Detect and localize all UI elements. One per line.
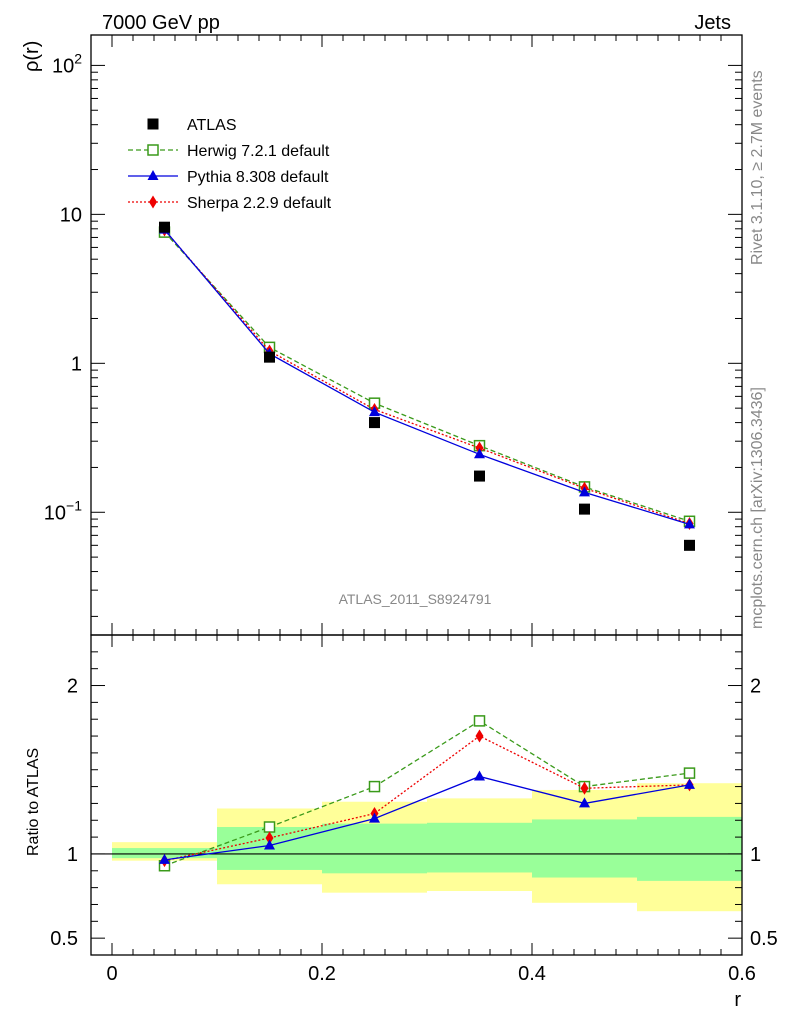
x-tick-label: 0.6: [728, 963, 756, 985]
top-y-tick-label: 1: [71, 353, 82, 375]
data-point: [369, 406, 380, 417]
data-point: [474, 448, 485, 459]
ratio-point: [368, 780, 381, 793]
x-tick-label: 0.4: [518, 963, 546, 985]
data-point: [369, 417, 380, 429]
ratio-series-pythia-8-308-default: [159, 770, 695, 864]
legend-entry-sherpa-2-2-9-default: Sherpa 2.2.9 default: [128, 195, 332, 212]
data-point: [579, 503, 590, 515]
data-point: [684, 518, 695, 529]
stat-uncertainty-band: [427, 822, 532, 873]
legend-marker: [147, 118, 159, 130]
data-point: [264, 351, 275, 363]
stat-uncertainty-band: [637, 816, 742, 881]
series-sherpa-2-2-9-default: [160, 223, 694, 531]
legend-marker: [147, 170, 159, 180]
ratio-point: [683, 767, 696, 779]
ratio-y-tick-label-right: 2: [750, 676, 761, 698]
ratio-point: [264, 839, 275, 850]
ratio-panel-frame: [90, 634, 743, 956]
ratio-y-tick-label-right: 0.5: [750, 928, 778, 950]
header-left-title: 7000 GeV pp: [102, 12, 220, 34]
ratio-line: [164, 735, 690, 862]
legend-marker: [147, 144, 159, 156]
top-y-tick-label: 10: [60, 204, 82, 226]
data-series: [158, 221, 696, 872]
data-point: [684, 539, 695, 551]
ratio-y-axis-label: Ratio to ATLAS: [25, 748, 42, 856]
data-point: [474, 470, 485, 482]
ratio-point: [473, 715, 486, 727]
legend-label: Pythia 8.308 default: [187, 169, 329, 186]
ratio-point: [263, 821, 276, 833]
ratio-y-tick-label-left: 0.5: [50, 928, 78, 950]
legend-entry-pythia-8-308-default: Pythia 8.308 default: [128, 169, 329, 186]
stat-uncertainty-band: [322, 823, 427, 874]
ratio-point: [474, 770, 485, 781]
top-y-tick-label: 102: [52, 50, 82, 77]
legend-label: Herwig 7.2.1 default: [187, 143, 330, 160]
axis-ticks: [91, 35, 743, 956]
data-point: [475, 441, 484, 455]
ratio-uncertainty-bands: [91, 783, 742, 912]
ratio-point: [579, 797, 590, 808]
ratio-point: [475, 729, 484, 743]
series-atlas: [159, 221, 695, 551]
analysis-label: ATLAS_2011_S8924791: [339, 591, 492, 607]
ratio-y-tick-label-left: 2: [67, 676, 78, 698]
x-axis-label: r: [734, 989, 741, 1011]
ratio-point: [369, 812, 380, 823]
header-right-title: Jets: [694, 12, 731, 34]
data-point: [159, 221, 170, 233]
stat-uncertainty-band: [532, 819, 637, 878]
data-point: [579, 486, 590, 497]
ratio-point: [159, 853, 170, 864]
rivet-label: Rivet 3.1.10, ≥ 2.7M events: [749, 70, 766, 265]
series-line: [164, 231, 690, 522]
ratio-y-tick-label-right: 1: [750, 844, 761, 866]
stat-uncertainty-band: [112, 848, 217, 859]
ratio-point: [265, 831, 274, 845]
legend-entry-atlas: ATLAS: [147, 117, 237, 134]
top-y-axis-label: ρ(r): [21, 41, 43, 72]
ratio-line: [164, 720, 690, 867]
ratio-y-tick-label-left: 1: [67, 844, 78, 866]
top-y-tick-label: 10−1: [44, 497, 82, 524]
mcplots-label: mcplots.cern.ch [arXiv:1306.3436]: [749, 387, 766, 629]
legend-label: Sherpa 2.2.9 default: [187, 195, 332, 212]
series-line: [164, 229, 690, 525]
x-tick-label: 0.2: [308, 963, 336, 985]
ratio-line: [164, 775, 690, 861]
series-pythia-8-308-default: [159, 223, 695, 529]
legend: ATLAS Herwig 7.2.1 default Pythia 8.308 de…: [128, 117, 332, 212]
ratio-point: [580, 781, 589, 795]
legend-entry-herwig-7-2-1-default: Herwig 7.2.1 default: [128, 143, 330, 160]
legend-marker: [149, 195, 157, 209]
legend-label: ATLAS: [187, 117, 237, 134]
ratio-point: [684, 778, 695, 789]
series-herwig-7-2-1-default: [158, 226, 696, 528]
series-line: [164, 229, 690, 525]
x-tick-label: 0: [106, 963, 117, 985]
